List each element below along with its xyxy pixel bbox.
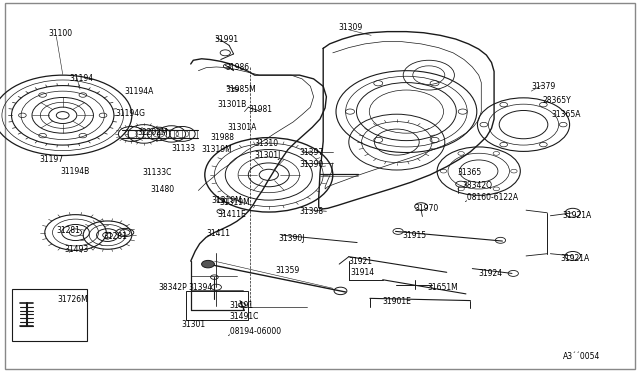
Text: 31914: 31914 bbox=[351, 268, 375, 277]
Text: 31365: 31365 bbox=[458, 169, 482, 177]
Text: 31100: 31100 bbox=[48, 29, 72, 38]
Text: 31480: 31480 bbox=[150, 185, 175, 194]
Text: 31197: 31197 bbox=[40, 155, 64, 164]
Text: 31921A: 31921A bbox=[562, 211, 591, 219]
Text: 38342P: 38342P bbox=[159, 283, 188, 292]
Text: 31651M: 31651M bbox=[428, 283, 458, 292]
Text: 31133C: 31133C bbox=[142, 169, 172, 177]
Text: 38342Q: 38342Q bbox=[462, 181, 492, 190]
Text: 31491C: 31491C bbox=[229, 312, 259, 321]
Text: A3´´0054: A3´´0054 bbox=[563, 352, 600, 361]
Text: 31379: 31379 bbox=[531, 82, 556, 91]
Text: 31493: 31493 bbox=[64, 245, 88, 254]
Bar bbox=[12, 289, 87, 341]
Text: 31970: 31970 bbox=[415, 204, 439, 213]
Text: 31194: 31194 bbox=[69, 74, 93, 83]
Text: 32202M: 32202M bbox=[138, 128, 168, 137]
Text: 31985M: 31985M bbox=[225, 85, 256, 94]
Text: 31924: 31924 bbox=[479, 269, 503, 278]
Text: 31301: 31301 bbox=[181, 320, 205, 329]
Text: 31281: 31281 bbox=[56, 226, 80, 235]
Text: 31319M: 31319M bbox=[202, 145, 232, 154]
Text: 31921: 31921 bbox=[349, 257, 372, 266]
Text: 31319M: 31319M bbox=[220, 198, 250, 207]
Text: 31397: 31397 bbox=[300, 148, 324, 157]
Text: 31411E: 31411E bbox=[218, 210, 246, 219]
Text: 31901E: 31901E bbox=[383, 297, 412, 306]
Text: 31991: 31991 bbox=[214, 35, 239, 44]
Text: 31133: 31133 bbox=[172, 144, 196, 153]
Text: 31390J: 31390J bbox=[278, 234, 305, 243]
Text: 31365A: 31365A bbox=[552, 110, 581, 119]
Text: 31390: 31390 bbox=[300, 160, 324, 169]
Text: 31981: 31981 bbox=[248, 105, 273, 114]
Circle shape bbox=[202, 260, 214, 268]
Text: 28365Y: 28365Y bbox=[543, 96, 572, 105]
Text: 31726M: 31726M bbox=[58, 295, 88, 304]
Text: ¸08160-6122A: ¸08160-6122A bbox=[464, 192, 519, 201]
Text: 31921A: 31921A bbox=[560, 254, 589, 263]
Text: 31359: 31359 bbox=[275, 266, 300, 275]
Text: 31394: 31394 bbox=[189, 283, 213, 292]
Text: ¸08194-06000: ¸08194-06000 bbox=[227, 327, 282, 336]
Text: 31986: 31986 bbox=[225, 63, 250, 72]
Text: 31319M: 31319M bbox=[211, 196, 242, 205]
Text: 31301B: 31301B bbox=[218, 100, 247, 109]
Text: 31194B: 31194B bbox=[61, 167, 90, 176]
Text: 31915: 31915 bbox=[402, 231, 426, 240]
Text: 31301J: 31301J bbox=[255, 151, 281, 160]
Text: 31491: 31491 bbox=[229, 301, 253, 310]
Text: 31301A: 31301A bbox=[227, 123, 257, 132]
Text: 31194G: 31194G bbox=[115, 109, 145, 118]
Text: 31309: 31309 bbox=[338, 23, 362, 32]
Text: 31310: 31310 bbox=[255, 139, 279, 148]
Bar bbox=[186, 291, 248, 320]
Text: 31281: 31281 bbox=[104, 232, 127, 241]
Text: 31411: 31411 bbox=[206, 229, 230, 238]
Text: 31398: 31398 bbox=[300, 207, 324, 216]
Text: 31194A: 31194A bbox=[125, 87, 154, 96]
Text: 31988: 31988 bbox=[210, 133, 234, 142]
